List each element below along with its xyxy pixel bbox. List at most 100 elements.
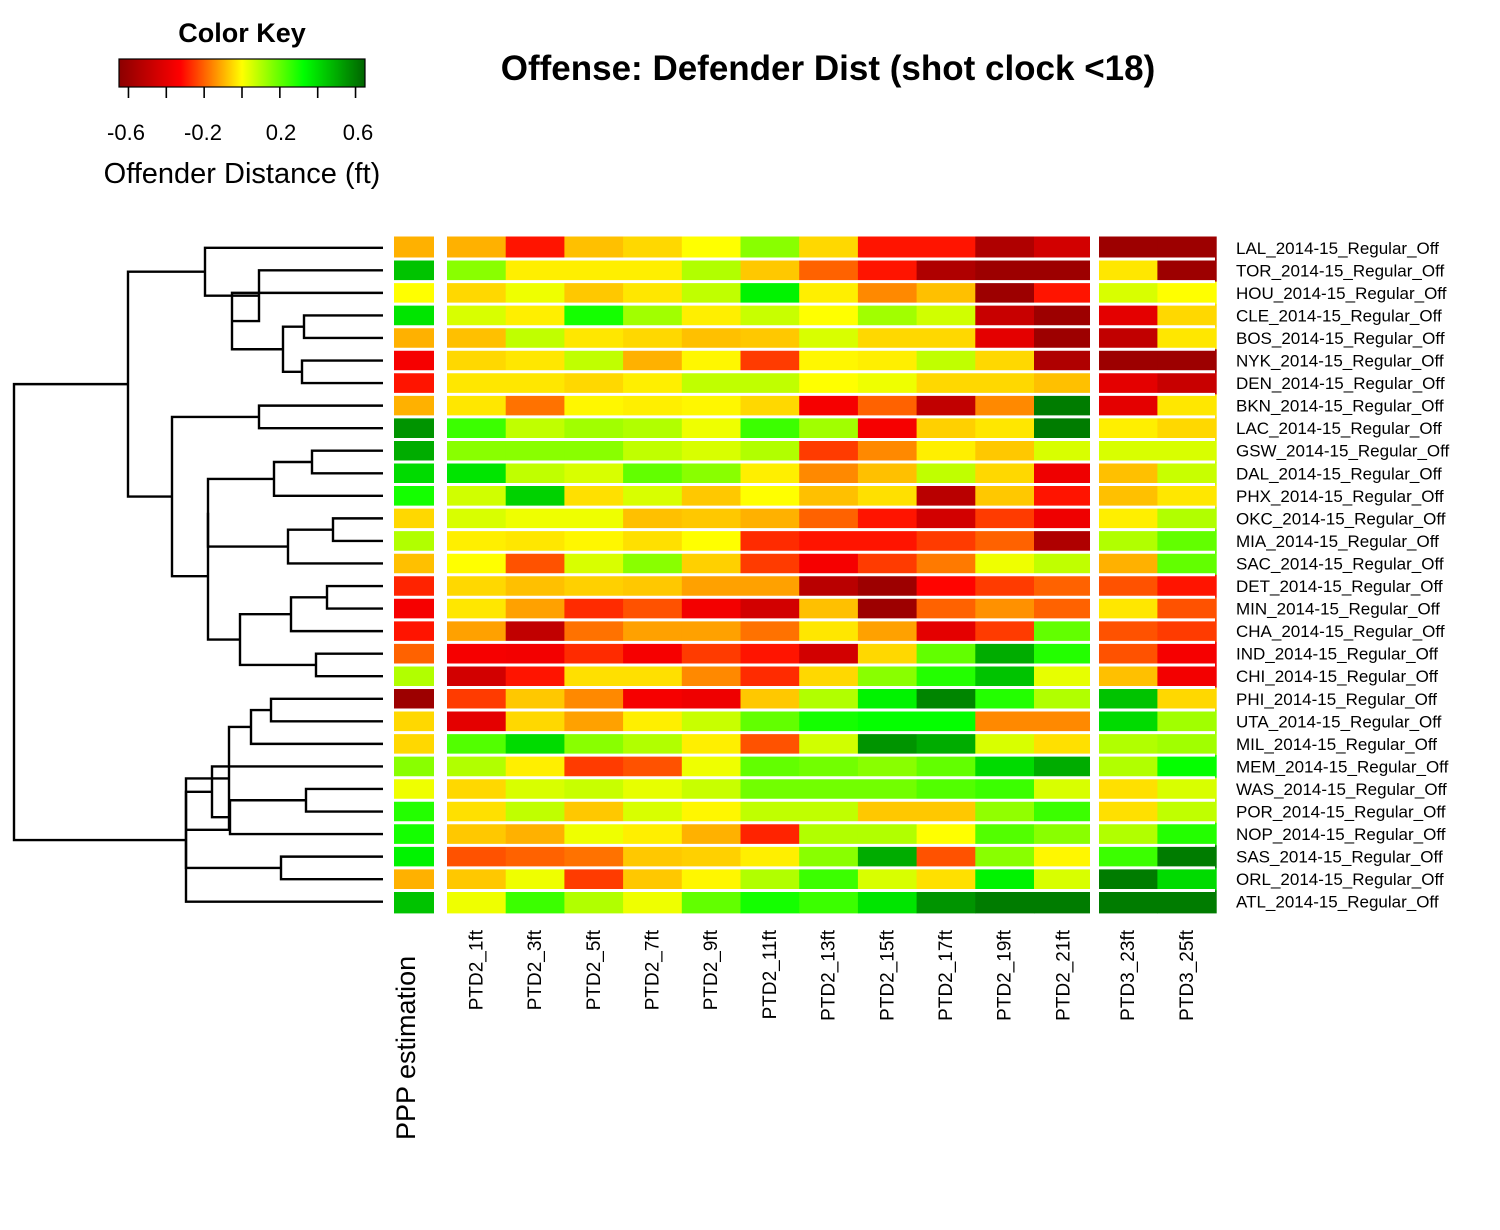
dendrogram-branch [304, 787, 383, 813]
heatmap-cell [1157, 800, 1217, 824]
heatmap-cell [505, 845, 565, 869]
heatmap-cell [623, 710, 683, 733]
column-label: PTD2_15ft [877, 929, 898, 1021]
heatmap-cell [916, 304, 976, 328]
heatmap-cell [681, 552, 742, 576]
heatmap-cell [975, 304, 1035, 328]
ppp-estimation-cell [394, 394, 434, 418]
heatmap-cell [505, 304, 565, 328]
heatmap-cell [799, 439, 859, 463]
heatmap-cell [564, 484, 624, 508]
heatmap-cell [1157, 777, 1217, 801]
row-label: CLE_2014-15_Regular_Off [1236, 306, 1442, 325]
heatmap-cell [1098, 507, 1158, 531]
heatmap-cell [1098, 394, 1158, 418]
column-label: PTD3_25ft [1177, 929, 1198, 1021]
heatmap-cell [623, 326, 683, 350]
heatmap-cell [447, 507, 507, 531]
heatmap-cell [623, 349, 683, 373]
row-label: LAL_2014-15_Regular_Off [1236, 239, 1439, 258]
heatmap-cell [623, 800, 683, 824]
ppp-estimation-cell [394, 800, 434, 824]
heatmap-cell [1157, 507, 1217, 531]
heatmap-cell [916, 462, 976, 485]
heatmap-cell [916, 259, 976, 282]
heatmap-cell [681, 642, 742, 666]
heatmap-cell [505, 687, 565, 711]
heatmap-cell [564, 574, 624, 598]
heatmap-cell [681, 777, 742, 801]
heatmap-cell [916, 439, 976, 463]
heatmap-cell [857, 755, 918, 779]
ppp-estimation-cell [394, 484, 434, 508]
heatmap-cell [975, 349, 1035, 373]
heatmap-cell [1098, 236, 1158, 260]
heatmap-cell [1098, 439, 1158, 463]
heatmap-cell [505, 822, 565, 846]
row-label: WAS_2014-15_Regular_Off [1236, 780, 1447, 799]
row-label: CHA_2014-15_Regular_Off [1236, 622, 1445, 641]
heatmap-cell [916, 236, 976, 260]
heatmap-cell [1034, 439, 1094, 463]
heatmap-cell [1157, 574, 1217, 598]
heatmap-cell [1157, 326, 1217, 350]
heatmap-cell [740, 484, 800, 508]
column-label: PTD2_13ft [819, 929, 840, 1021]
heatmap-cell [505, 349, 565, 373]
heatmap-cell [447, 597, 507, 621]
heatmap-cell [505, 529, 565, 553]
heatmap-cell [564, 732, 624, 756]
heatmap-cell [740, 642, 800, 666]
heatmap-cell [447, 687, 507, 711]
heatmap-cell [916, 371, 976, 395]
heatmap-cell [975, 732, 1035, 756]
heatmap-cell [1034, 619, 1094, 643]
heatmap-cell [1034, 822, 1094, 846]
heatmap-cell [447, 326, 507, 350]
heatmap-cell [1098, 822, 1158, 846]
heatmap-cell [447, 777, 507, 801]
heatmap-cell [975, 552, 1035, 576]
chart-title: Offense: Defender Dist (shot clock <18) [501, 49, 1155, 88]
dendrogram-branch [300, 359, 383, 385]
heatmap-cell [505, 574, 565, 598]
heatmap-cell [1098, 890, 1158, 914]
ppp-estimation-cell [394, 259, 434, 282]
heatmap-cell [1034, 642, 1094, 666]
heatmap-cell [1034, 416, 1094, 440]
heatmap-cell [1157, 552, 1217, 576]
heatmap-cell [857, 710, 918, 733]
heatmap-cell [857, 822, 918, 846]
heatmap-cell [1157, 439, 1217, 463]
heatmap-cell [740, 416, 800, 440]
heatmap-cell [447, 394, 507, 418]
heatmap-cell [1157, 755, 1217, 779]
heatmap-cell [975, 845, 1035, 869]
heatmap-cell [623, 664, 683, 688]
heatmap-cell [799, 416, 859, 440]
heatmap-cell [623, 642, 683, 666]
heatmap-cell [564, 687, 624, 711]
dendrogram-branch [325, 584, 383, 610]
heatmap-cell [623, 281, 683, 305]
dendrogram-branch [12, 382, 186, 842]
row-label: BOS_2014-15_Regular_Off [1236, 329, 1445, 348]
heatmap-cell [857, 800, 918, 824]
ppp-estimation-cell [394, 416, 434, 440]
heatmap-cell [623, 552, 683, 576]
column-labels: PTD2_1ft PTD2_3ft PTD2_5ft PTD2_7ft PTD2_9ft… [466, 929, 1197, 1021]
heatmap-cell [916, 687, 976, 711]
heatmap-cell [975, 867, 1035, 891]
heatmap-cell [916, 507, 976, 531]
heatmap-cell [740, 597, 800, 621]
row-label: UTA_2014-15_Regular_Off [1236, 712, 1442, 731]
heatmap-cell [916, 552, 976, 576]
heatmap-cell [1157, 687, 1217, 711]
heatmap-cell [447, 867, 507, 891]
heatmap-cell [799, 597, 859, 621]
ppp-estimation-cell [394, 507, 434, 531]
heatmap-cell [975, 642, 1035, 666]
heatmap-cell [1034, 484, 1094, 508]
heatmap-cell [740, 574, 800, 598]
heatmap-cell [623, 867, 683, 891]
